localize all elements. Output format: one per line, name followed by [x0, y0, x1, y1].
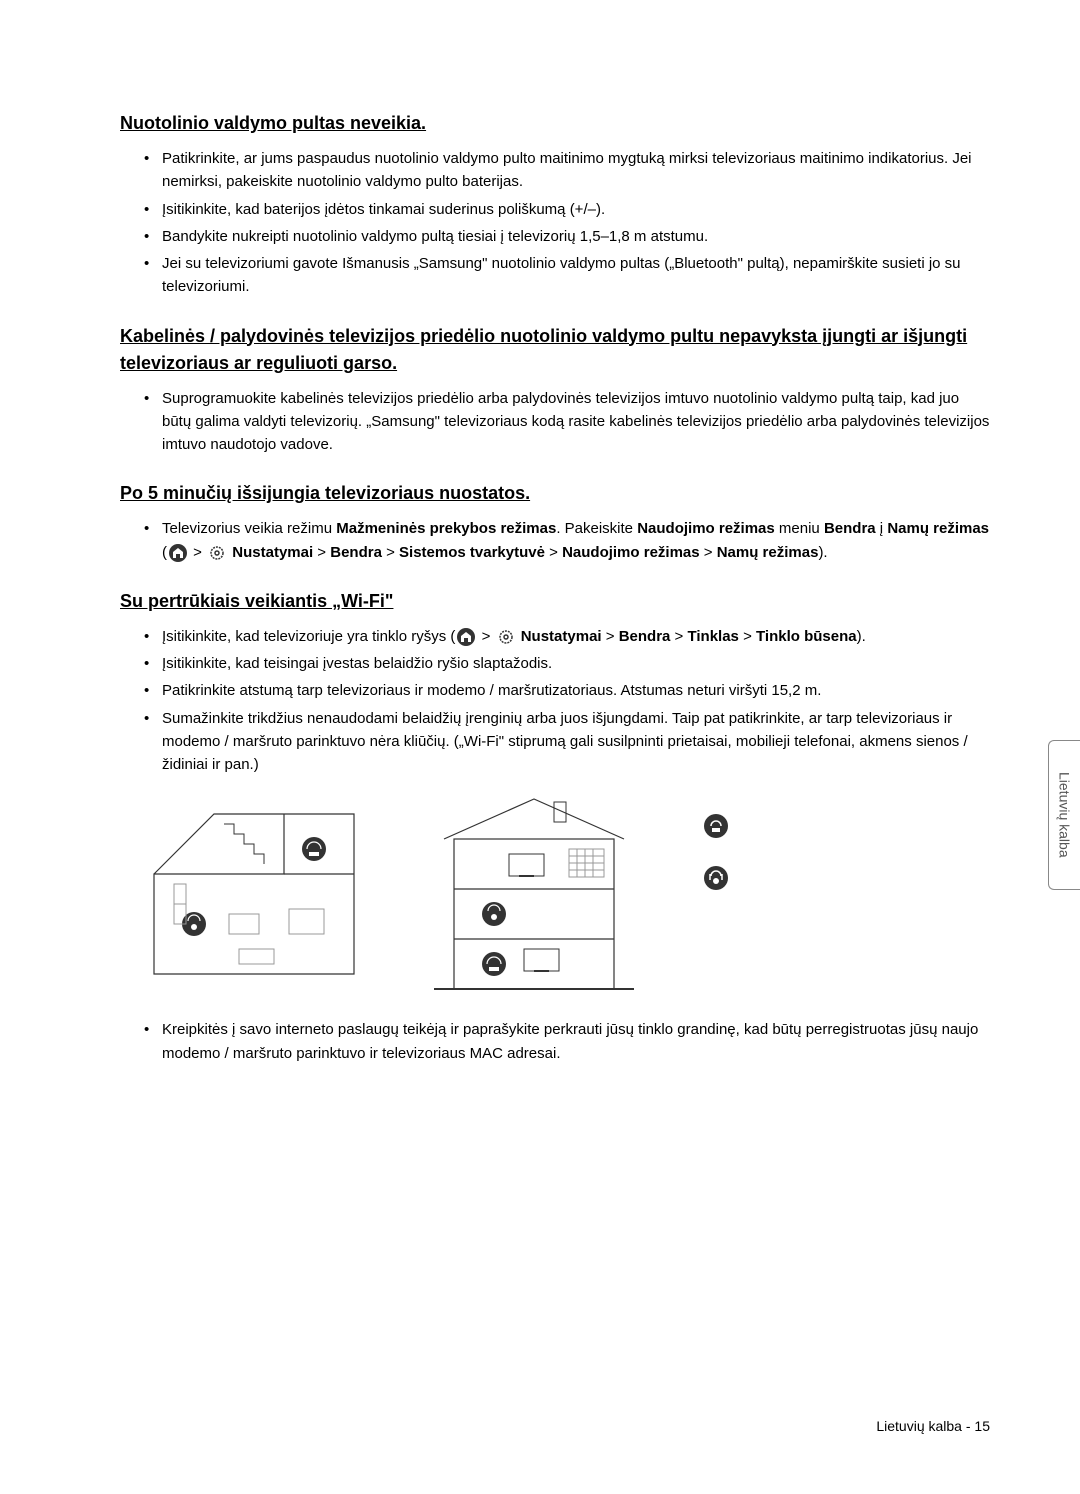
text-bold: Bendra — [824, 520, 876, 537]
legend-item-router — [704, 814, 744, 838]
house-illustration-icon — [144, 794, 364, 994]
list-item: Jei su televizoriumi gavote Išmanusis „S… — [144, 252, 990, 299]
language-tab-label: Lietuvių kalba — [1057, 772, 1073, 858]
text: > — [739, 628, 756, 645]
list-s2: Suprogramuokite kabelinės televizijos pr… — [144, 387, 990, 457]
heading-remote-not-working: Nuotolinio valdymo pultas neveikia. — [120, 110, 990, 137]
list-item: Patikrinkite, ar jums paspaudus nuotolin… — [144, 147, 990, 194]
heading-cable-remote: Kabelinės / palydovinės televizijos prie… — [120, 323, 990, 377]
text-bold: Namų režimas — [717, 544, 819, 561]
text: > — [189, 544, 206, 561]
list-item: Bandykite nukreipti nuotolinio valdymo p… — [144, 225, 990, 248]
text: . Pakeiskite — [556, 520, 637, 537]
heading-5min-off: Po 5 minučių išsijungia televizoriaus nu… — [120, 480, 990, 507]
list-item: Suprogramuokite kabelinės televizijos pr… — [144, 387, 990, 457]
list-item: Įsitikinkite, kad televizoriuje yra tink… — [144, 625, 990, 648]
text: > — [670, 628, 687, 645]
list-item: Kreipkitės į savo interneto paslaugų tei… — [144, 1018, 990, 1065]
text-bold: Namų režimas — [887, 520, 989, 537]
text: > — [545, 544, 562, 561]
list-item: Sumažinkite trikdžius nenaudodami belaid… — [144, 707, 990, 777]
language-tab: Lietuvių kalba — [1048, 740, 1080, 890]
list-item: Televizorius veikia režimu Mažmeninės pr… — [144, 517, 990, 564]
diagram-multi-floor — [424, 784, 644, 994]
text: ). — [818, 544, 827, 561]
list-s3: Televizorius veikia režimu Mažmeninės pr… — [144, 517, 990, 564]
list-item: Patikrinkite atstumą tarp televizoriaus … — [144, 679, 990, 702]
list-item: Įsitikinkite, kad baterijos įdėtos tinka… — [144, 198, 990, 221]
gear-icon — [208, 544, 226, 562]
home-icon — [169, 544, 187, 562]
diagram-row — [144, 784, 990, 994]
text-bold: Mažmeninės prekybos režimas — [336, 520, 556, 537]
diagram-single-floor — [144, 784, 364, 994]
heading-wifi: Su pertrūkiais veikiantis „Wi-Fi" — [120, 588, 990, 615]
text-bold: Naudojimo režimas — [562, 544, 700, 561]
list-item: Įsitikinkite, kad teisingai įvestas bela… — [144, 652, 990, 675]
text: meniu — [775, 520, 824, 537]
text: > — [602, 628, 619, 645]
text-bold: Tinklas — [687, 628, 738, 645]
list-s1: Patikrinkite, ar jums paspaudus nuotolin… — [144, 147, 990, 299]
house-illustration-icon — [424, 794, 644, 994]
text: > — [477, 628, 494, 645]
repeater-icon — [704, 866, 728, 890]
text: > — [313, 544, 330, 561]
text-bold: Tinklo būsena — [756, 628, 857, 645]
list-s4: Įsitikinkite, kad televizoriuje yra tink… — [144, 625, 990, 777]
text: į — [876, 520, 888, 537]
page-footer: Lietuvių kalba - 15 — [876, 1418, 990, 1434]
list-after: Kreipkitės į savo interneto paslaugų tei… — [144, 1018, 990, 1065]
text-bold: Bendra — [619, 628, 671, 645]
text: > — [382, 544, 399, 561]
text: ( — [162, 544, 167, 561]
text-bold: Naudojimo režimas — [637, 520, 775, 537]
router-icon — [704, 814, 728, 838]
text-bold: Bendra — [330, 544, 382, 561]
text: > — [700, 544, 717, 561]
text-bold: Nustatymai — [521, 628, 602, 645]
text: Televizorius veikia režimu — [162, 520, 336, 537]
text-bold: Nustatymai — [232, 544, 313, 561]
gear-icon — [497, 628, 515, 646]
home-icon — [457, 628, 475, 646]
legend-item-repeater — [704, 866, 744, 890]
text-bold: Sistemos tvarkytuvė — [399, 544, 545, 561]
diagram-legend — [704, 784, 744, 994]
text: Įsitikinkite, kad televizoriuje yra tink… — [162, 628, 455, 645]
text: ). — [857, 628, 866, 645]
